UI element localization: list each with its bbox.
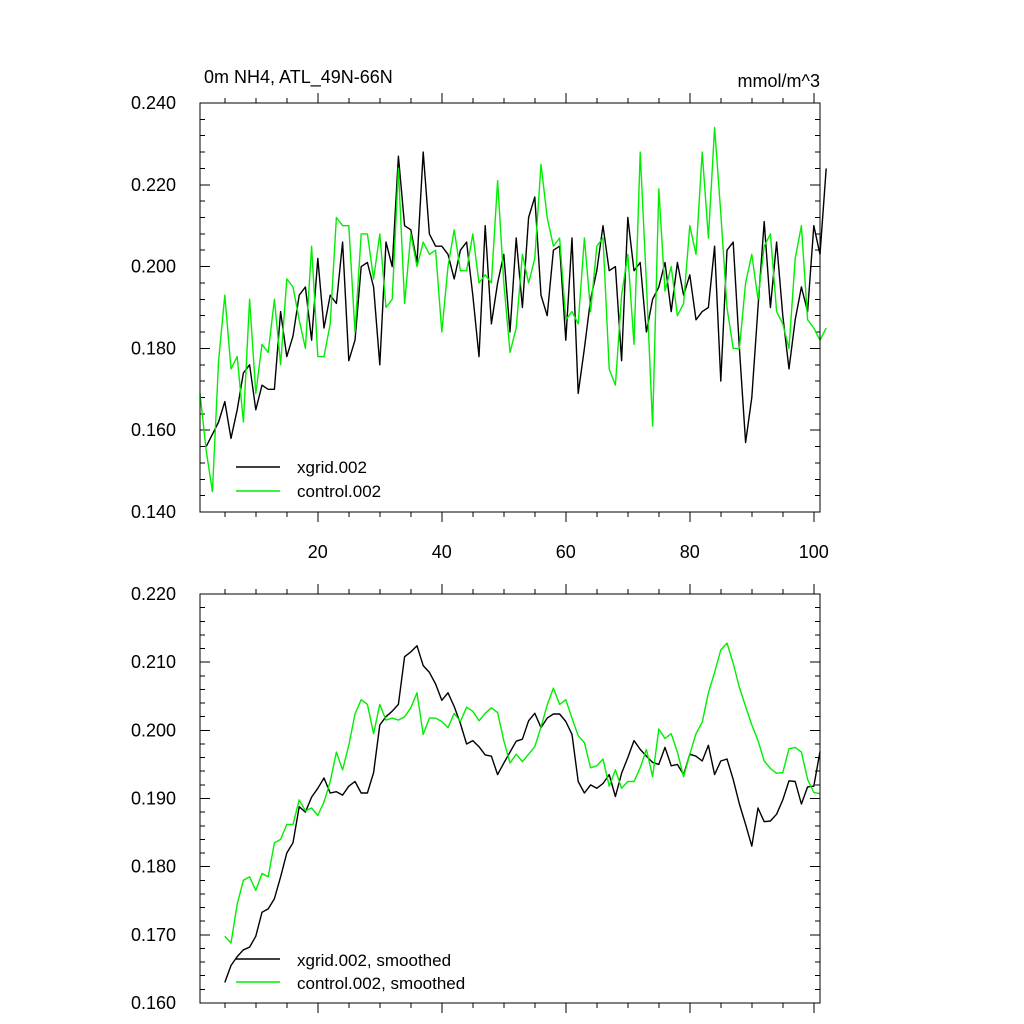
top-x-tick-label: 20 — [308, 542, 328, 562]
bottom-y-tick-label: 0.200 — [131, 720, 176, 740]
top-x-tick-label: 60 — [556, 542, 576, 562]
top-chart-units: mmol/m^3 — [738, 71, 820, 91]
bottom-y-tick-label: 0.180 — [131, 857, 176, 877]
top-y-tick-label: 0.160 — [131, 420, 176, 440]
top-x-tick-label: 100 — [799, 542, 829, 562]
bottom-y-tick-label: 0.190 — [131, 789, 176, 809]
top-x-tick-label: 40 — [432, 542, 452, 562]
top-plot-frame — [199, 102, 821, 513]
bottom-series-control — [224, 642, 821, 944]
bottom-y-tick-label: 0.160 — [131, 993, 176, 1013]
bottom-y-tick-label: 0.210 — [131, 652, 176, 672]
top-y-tick-label: 0.200 — [131, 257, 176, 277]
bottom-y-tick-label: 0.220 — [131, 584, 176, 604]
top-legend: xgrid.002 control.002 — [236, 458, 381, 501]
top-y-tick-label: 0.240 — [131, 93, 176, 113]
top-chart-title: 0m NH4, ATL_49N-66N — [204, 67, 393, 88]
legend-label-control: control.002 — [297, 482, 381, 501]
legend-label-control-smoothed: control.002, smoothed — [297, 974, 465, 993]
bottom-series-xgrid — [224, 645, 821, 983]
bottom-legend: xgrid.002, smoothed control.002, smoothe… — [236, 951, 465, 993]
bottom-panel: 0.160 0.170 0.180 0.190 0.200 0.210 0.220 xgri… — [131, 584, 821, 1013]
top-y-tick-label: 0.220 — [131, 175, 176, 195]
top-panel: 0m NH4, ATL_49N-66N mmol/m^3 0.140 0.160 0… — [131, 67, 829, 562]
legend-label-xgrid: xgrid.002 — [297, 458, 367, 477]
bottom-y-tick-label: 0.170 — [131, 925, 176, 945]
top-y-tick-label: 0.180 — [131, 338, 176, 358]
bottom-plot-frame — [199, 593, 821, 1004]
top-x-tick-label: 80 — [680, 542, 700, 562]
top-y-tick-label: 0.140 — [131, 502, 176, 522]
legend-label-xgrid-smoothed: xgrid.002, smoothed — [297, 951, 451, 970]
top-series-xgrid — [205, 151, 827, 447]
top-series-control — [199, 126, 827, 493]
